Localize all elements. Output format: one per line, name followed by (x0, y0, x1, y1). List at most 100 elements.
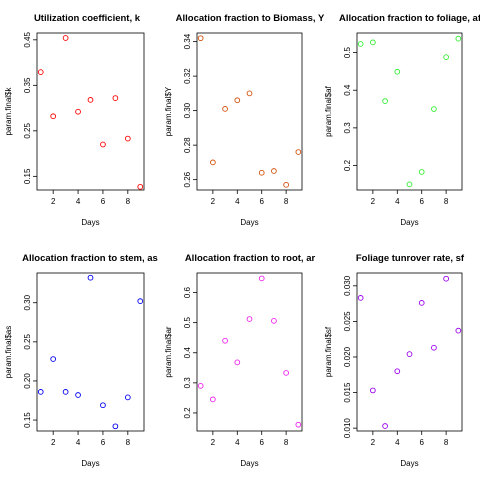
data-point (406, 181, 413, 188)
data-point (295, 149, 302, 155)
data-point (137, 298, 144, 305)
y-axis-label: param.final$sf (324, 326, 333, 377)
data-point (50, 113, 57, 120)
data-point (75, 108, 81, 115)
panel-title: Allocation fraction to stem, as (22, 253, 158, 264)
y-axis-label: param.final$ar (164, 326, 173, 377)
x-tick-label: 2 (51, 438, 56, 447)
y-tick-label: 0.010 (343, 418, 352, 439)
x-tick-label: 4 (395, 197, 400, 206)
data-point (357, 41, 364, 47)
data-point (431, 106, 437, 112)
data-point (62, 35, 69, 41)
data-point (357, 295, 364, 301)
x-axis-label: Days (240, 218, 258, 227)
data-point (443, 275, 449, 282)
x-tick-label: 6 (101, 197, 106, 206)
data-point (124, 135, 131, 142)
data-point (112, 95, 119, 101)
x-tick-label: 8 (284, 197, 289, 206)
y-tick-label: 0.6 (183, 286, 192, 298)
x-tick-label: 2 (211, 197, 216, 206)
data-point (406, 351, 413, 357)
data-point (382, 98, 388, 104)
panel-1: Utilization coefficient, k 2 4 6 8 0.15 0.25 0.… (4, 13, 145, 227)
plot-frame (196, 32, 303, 191)
x-tick-label: 4 (76, 438, 81, 447)
x-tick-label: 4 (395, 438, 400, 447)
x-tick-label: 8 (284, 438, 289, 447)
y-tick-label: 0.45 (23, 31, 32, 47)
x-tick-label: 8 (444, 438, 449, 447)
data-point (222, 106, 228, 112)
x-axis-label: Days (400, 218, 418, 227)
panel-title: Utilization coefficient, k (34, 13, 141, 24)
data-point (258, 275, 265, 282)
y-tick-label: 0.30 (23, 294, 32, 310)
y-tick-label: 0.4 (343, 84, 352, 96)
panel-4: Allocation fraction to stem, as 2 4 6 8 0.15 0… (4, 253, 158, 468)
y-tick-label: 0.3 (183, 377, 192, 389)
y-tick-label: 0.25 (23, 123, 32, 139)
x-tick-label: 2 (51, 197, 56, 206)
panel-5: Allocation fraction to root, ar 2 4 6 8 0.2 0.… (164, 253, 315, 468)
y-tick-label: 0.20 (23, 373, 32, 389)
y-tick-label: 0.35 (23, 77, 32, 93)
data-point (87, 97, 94, 103)
data-point (50, 356, 57, 362)
x-tick-label: 2 (371, 438, 376, 447)
data-point (197, 383, 204, 389)
x-tick-label: 8 (126, 197, 131, 206)
x-tick-label: 6 (259, 197, 264, 206)
x-tick-label: 6 (419, 438, 424, 447)
y-tick-label: 0.2 (343, 159, 352, 171)
y-tick-label: 0.2 (183, 407, 192, 419)
data-point (197, 35, 204, 42)
y-tick-label: 0.015 (343, 382, 352, 403)
y-tick-label: 0.25 (23, 333, 32, 349)
data-point (295, 421, 302, 428)
data-point (382, 423, 388, 429)
y-tick-label: 0.32 (183, 68, 192, 84)
y-tick-label: 0.020 (343, 346, 352, 367)
y-axis-label: param.final$as (4, 326, 13, 378)
data-point (246, 316, 253, 322)
y-tick-label: 0.5 (343, 46, 352, 58)
data-point (37, 389, 44, 395)
data-point (112, 423, 119, 430)
plot-frame (196, 272, 303, 432)
y-tick-label: 0.15 (23, 412, 32, 428)
data-point (455, 327, 462, 334)
y-tick-label: 0.30 (183, 102, 192, 118)
data-point (87, 274, 94, 281)
plot-frame (36, 32, 145, 191)
y-axis-label: param.final$k (4, 86, 13, 135)
data-point (210, 159, 216, 166)
x-tick-label: 6 (419, 197, 424, 206)
data-point (370, 387, 376, 394)
data-point (271, 318, 277, 324)
panel-title: Allocation fraction to Biomass, Y (176, 13, 325, 24)
panel-2: Allocation fraction to Biomass, Y 2 4 6 8 0.2… (164, 13, 325, 227)
data-point (455, 35, 462, 42)
x-tick-label: 4 (76, 197, 81, 206)
data-point (283, 370, 289, 376)
x-tick-label: 2 (371, 197, 376, 206)
plot-frame (36, 272, 145, 432)
panel-3: Allocation fraction to foliage, af 2 4 6 8 0.… (324, 13, 480, 227)
panel-title: Allocation fraction to root, ar (185, 253, 316, 264)
y-tick-label: 0.025 (343, 311, 352, 332)
x-tick-label: 2 (211, 438, 216, 447)
y-tick-label: 0.5 (183, 317, 192, 329)
data-point (431, 344, 437, 351)
y-tick-label: 0.4 (183, 347, 192, 359)
x-tick-label: 8 (126, 438, 131, 447)
x-tick-label: 6 (101, 438, 106, 447)
data-point (258, 169, 265, 176)
data-point (234, 97, 241, 104)
data-point (394, 68, 401, 75)
y-tick-label: 0.34 (183, 33, 192, 49)
data-point (124, 394, 131, 401)
data-point (283, 181, 289, 188)
